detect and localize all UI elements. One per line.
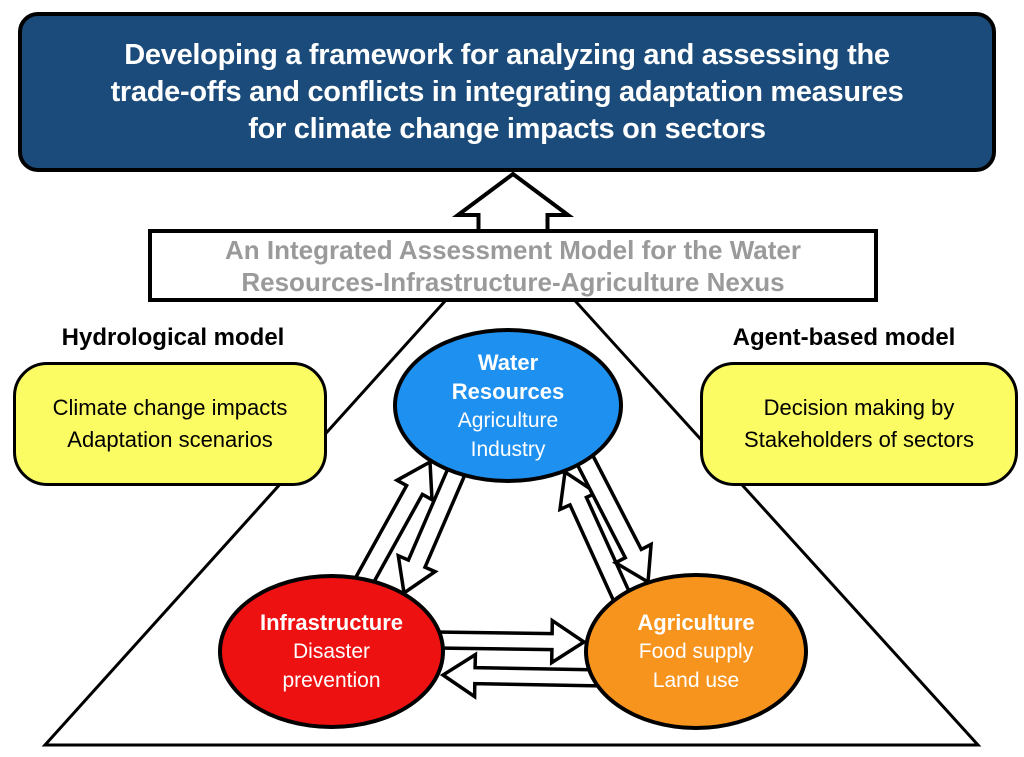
title-line: Developing a framework for analyzing and… [124,38,890,71]
hydrological-model-label: Hydrological model [61,324,285,351]
model-box-line: Resources-Infrastructure-Agriculture Nex… [241,266,785,297]
title-line: for climate change impacts on sectors [248,112,766,145]
infra-agri-arrow-left [439,651,607,700]
panel-line: Adaptation scenarios [67,427,273,452]
agriculture-node: Agriculture Food supply Land use [584,573,808,730]
node-title-line: Resources [451,378,565,404]
title-line: trade-offs and conflicts in integrating … [110,75,904,108]
up-block-arrow [451,171,575,238]
hydrological-model-panel: Climate change impacts Adaptation scenar… [13,362,327,486]
agent-based-model-panel: Decision making by Stakeholders of secto… [700,362,1018,486]
node-title-line: Infrastructure [259,610,404,635]
integrated-model-box: An Integrated Assessment Model for the W… [148,229,878,302]
panel-line: Decision making by [763,395,955,420]
node-sub-line: prevention [282,669,381,692]
node-sub-line: Land use [652,669,740,692]
infrastructure-node: Infrastructure Disaster prevention [218,574,445,729]
node-sub-line: Disaster [292,640,371,663]
water-agri-arrow-up [557,468,635,609]
water-infra-arrow-down [396,462,469,597]
node-title-line: Agriculture [637,610,755,635]
model-box-line: An Integrated Assessment Model for the W… [225,234,801,265]
water-infra-arrow-up [347,459,434,599]
node-sub-line: Agriculture [457,408,559,432]
infra-agri-arrow-right [433,617,588,666]
water-agri-arrow-down [573,451,654,585]
agent-based-model-label: Agent-based model [732,324,956,351]
title-box: Developing a framework for analyzing and… [18,12,996,172]
node-title-line: Water [477,349,539,375]
panel-line: Climate change impacts [52,395,288,420]
water-resources-node: Water Resources Agriculture Industry [393,328,623,483]
panel-line: Stakeholders of sectors [744,427,974,452]
arrow-group [347,171,654,700]
node-sub-line: Food supply [638,640,754,663]
node-sub-line: Industry [470,437,546,461]
